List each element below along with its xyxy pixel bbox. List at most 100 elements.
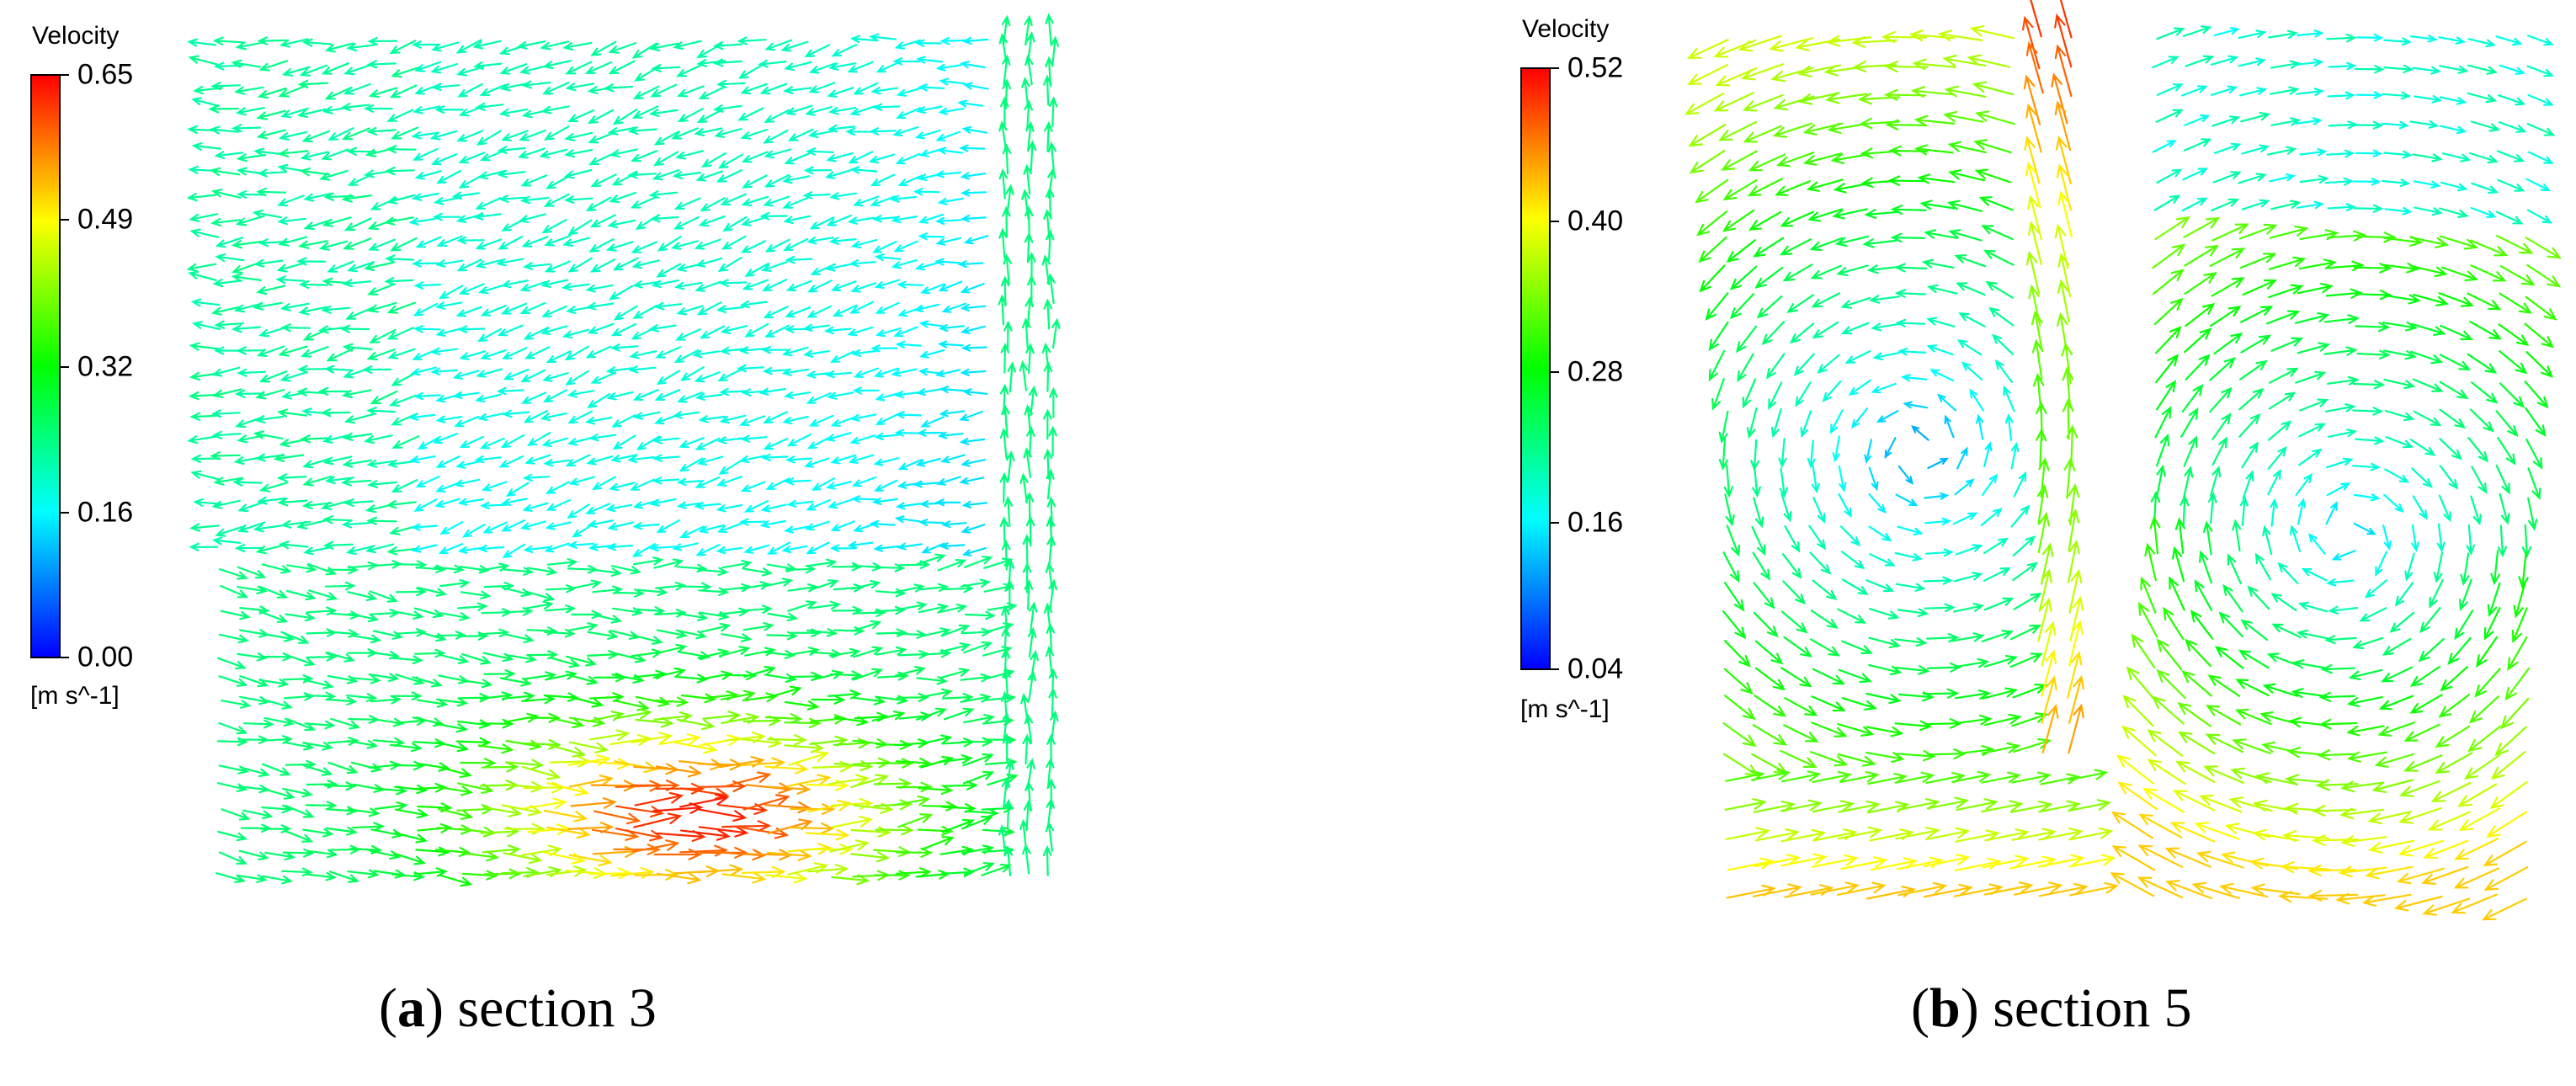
velocity-vector [615, 652, 647, 663]
velocity-vector [1780, 770, 1822, 783]
velocity-vector [677, 612, 709, 621]
velocity-vector [2178, 731, 2216, 755]
velocity-vector [343, 217, 372, 232]
velocity-vector [1741, 63, 1785, 81]
velocity-vector [2181, 197, 2208, 212]
velocity-vector [829, 544, 857, 552]
velocity-vector [239, 695, 270, 705]
velocity-vector [1924, 827, 1971, 841]
velocity-vector [258, 326, 287, 338]
velocity-vector [957, 260, 984, 269]
velocity-vector [634, 869, 679, 881]
velocity-vector [872, 103, 901, 111]
velocity-vector [1770, 408, 1782, 439]
velocity-vector [547, 743, 587, 758]
colorbar-tick [61, 366, 69, 368]
velocity-vector [298, 306, 328, 316]
velocity-vector [2371, 779, 2414, 793]
velocity-vector [722, 216, 748, 232]
velocity-vector [252, 210, 283, 219]
velocity-vector [2507, 636, 2528, 672]
velocity-vector [853, 367, 879, 379]
velocity-vector [1869, 553, 1896, 567]
velocity-vector [807, 130, 836, 139]
velocity-vector [963, 714, 996, 724]
velocity-vector [1834, 235, 1870, 247]
velocity-vector [2438, 494, 2451, 523]
velocity-vector [2295, 117, 2323, 125]
velocity-vector [1864, 439, 1872, 464]
velocity-vector [2242, 470, 2254, 499]
velocity-vector [2241, 199, 2270, 210]
vector-field-section-5 [1684, 0, 2562, 921]
velocity-vector [278, 540, 309, 550]
velocity-vector [438, 674, 470, 684]
velocity-vector [1841, 697, 1877, 711]
velocity-vector [939, 37, 967, 45]
velocity-vector [939, 668, 971, 679]
velocity-vector [874, 563, 906, 572]
velocity-vector [476, 327, 503, 343]
velocity-vector [389, 394, 417, 407]
velocity-vector [960, 673, 992, 683]
velocity-vector [998, 168, 1009, 200]
velocity-vector [2179, 494, 2190, 528]
velocity-vector [1981, 771, 2021, 784]
velocity-vector [1864, 209, 1901, 220]
velocity-vector [325, 826, 358, 836]
velocity-vector [321, 305, 351, 314]
velocity-vector [875, 327, 902, 338]
velocity-vector [2169, 822, 2216, 843]
velocity-vector [502, 347, 528, 359]
velocity-vector [2028, 221, 2042, 266]
velocity-vector [1868, 664, 1903, 676]
velocity-vector [719, 387, 747, 397]
velocity-vector [213, 476, 244, 486]
velocity-vector [519, 520, 546, 530]
velocity-vector [275, 275, 306, 285]
velocity-vector [2439, 96, 2467, 105]
velocity-vector [1023, 447, 1032, 478]
velocity-vector [2270, 593, 2297, 612]
velocity-vector [2526, 35, 2554, 46]
velocity-vector [438, 653, 470, 664]
velocity-vector [285, 589, 317, 601]
velocity-vector [439, 578, 471, 588]
velocity-vector [189, 412, 221, 421]
velocity-vector [1027, 140, 1037, 172]
velocity-vector [1946, 200, 1983, 212]
velocity-vector [526, 626, 558, 636]
velocity-vector [543, 809, 588, 822]
velocity-vector [499, 63, 528, 75]
velocity-vector [720, 193, 747, 205]
velocity-vector [1022, 843, 1031, 875]
velocity-vector [742, 174, 768, 189]
velocity-vector [655, 609, 687, 618]
velocity-vector [412, 259, 440, 268]
velocity-vector [2352, 380, 2386, 390]
velocity-vector [763, 438, 789, 450]
velocity-vector [655, 643, 688, 655]
velocity-vector [1869, 608, 1900, 620]
velocity-vector [737, 107, 764, 121]
velocity-vector [785, 455, 813, 464]
velocity-vector [1924, 603, 1956, 613]
velocity-vector [519, 195, 549, 205]
velocity-vector [2403, 754, 2443, 772]
velocity-vector [1895, 665, 1930, 675]
velocity-vector [2209, 386, 2233, 413]
velocity-vector [412, 325, 441, 333]
velocity-vector [237, 521, 266, 533]
velocity-vector [2328, 61, 2357, 71]
velocity-vector [482, 652, 514, 663]
velocity-vector [2003, 385, 2015, 413]
velocity-vector [588, 131, 616, 144]
velocity-vector [2207, 674, 2241, 697]
velocity-vector [1003, 845, 1014, 876]
velocity-vector [2430, 781, 2472, 802]
velocity-vector [2412, 294, 2449, 306]
velocity-vector [567, 390, 595, 398]
velocity-vector [873, 799, 913, 811]
velocity-vector [987, 774, 1019, 786]
velocity-vector [434, 564, 465, 574]
